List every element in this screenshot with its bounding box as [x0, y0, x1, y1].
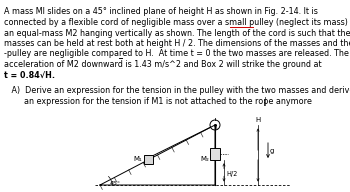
Text: H: H: [256, 117, 261, 123]
Text: connected by a flexible cord of negligible mass over a small pulley (neglect its: connected by a flexible cord of negligib…: [4, 18, 350, 27]
Text: A)  Derive an expression for the tension in the pulley with the two masses and d: A) Derive an expression for the tension …: [4, 86, 350, 95]
Text: acceleration of M2 downward is 1.43 m/s^2 and Box 2 will strike the ground at: acceleration of M2 downward is 1.43 m/s^…: [4, 60, 322, 69]
Text: M₂: M₂: [200, 156, 209, 162]
Text: |: |: [264, 97, 266, 106]
Text: g: g: [270, 147, 274, 153]
Text: t = 0.84√H.: t = 0.84√H.: [4, 70, 55, 79]
Text: an expression for the tension if M1 is not attached to the rope anymore: an expression for the tension if M1 is n…: [4, 97, 312, 106]
Text: masses can be held at rest both at height H / 2. The dimensions of the masses an: masses can be held at rest both at heigh…: [4, 39, 350, 48]
Text: M₁: M₁: [133, 156, 142, 162]
Bar: [210, 148, 220, 160]
Text: an equal-mass M2 hanging vertically as shown. The length of the cord is such tha: an equal-mass M2 hanging vertically as s…: [4, 28, 350, 37]
Text: A mass MI slides on a 45° inclined plane of height H as shown in Fig. 2-14. It i: A mass MI slides on a 45° inclined plane…: [4, 7, 318, 17]
Text: H/2: H/2: [226, 171, 237, 177]
Bar: [144, 155, 153, 164]
Text: -pulley are negligible compared to H.  At time t = 0 the two masses are released: -pulley are negligible compared to H. At…: [4, 50, 349, 59]
Text: 45°: 45°: [110, 181, 121, 186]
